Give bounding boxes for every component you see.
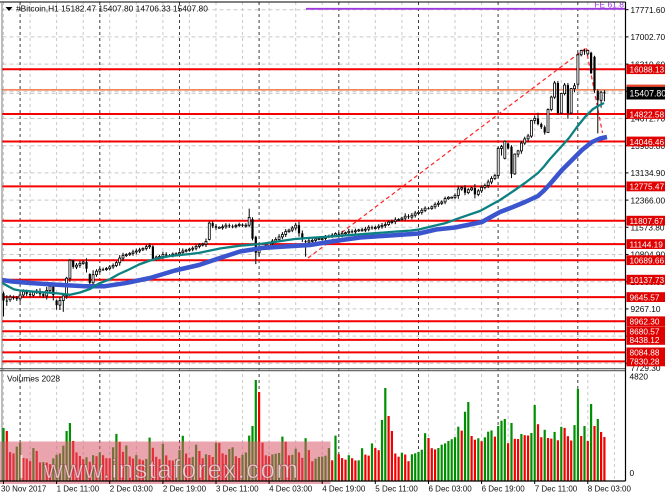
svg-text:12775.47: 12775.47 bbox=[630, 182, 665, 192]
svg-text:Volumes 2028: Volumes 2028 bbox=[7, 374, 60, 384]
svg-text:10137.73: 10137.73 bbox=[630, 275, 665, 285]
svg-text:2 Dec 19:00: 2 Dec 19:00 bbox=[163, 485, 207, 494]
svg-text:6 Dec 19:00: 6 Dec 19:00 bbox=[482, 485, 526, 494]
svg-text:FE 61.8: FE 61.8 bbox=[594, 0, 624, 10]
svg-text:11807.67: 11807.67 bbox=[630, 216, 664, 226]
svg-text:7830.28: 7830.28 bbox=[630, 357, 660, 367]
svg-text:7729.30: 7729.30 bbox=[631, 363, 661, 373]
svg-text:17002.70: 17002.70 bbox=[631, 32, 665, 42]
svg-text:8084.88: 8084.88 bbox=[630, 348, 660, 358]
svg-text:16088.13: 16088.13 bbox=[630, 65, 665, 75]
svg-text:13134.90: 13134.90 bbox=[631, 168, 665, 178]
svg-text:17771.60: 17771.60 bbox=[631, 5, 665, 15]
svg-text:12366.00: 12366.00 bbox=[631, 195, 665, 205]
svg-text:4 Dec 19:00: 4 Dec 19:00 bbox=[322, 485, 366, 494]
svg-text:5 Dec 11:00: 5 Dec 11:00 bbox=[375, 485, 418, 494]
svg-text:10689.66: 10689.66 bbox=[630, 256, 665, 266]
svg-text:10804.90: 10804.90 bbox=[631, 250, 665, 260]
svg-text:4 Dec 03:00: 4 Dec 03:00 bbox=[269, 485, 313, 494]
svg-text:3 Dec 11:00: 3 Dec 11:00 bbox=[216, 485, 259, 494]
svg-text:www.instaforex.com: www.instaforex.com bbox=[43, 454, 298, 484]
svg-text:4820: 4820 bbox=[630, 372, 649, 382]
svg-text:14822.58: 14822.58 bbox=[630, 109, 665, 119]
svg-text:14046.46: 14046.46 bbox=[630, 137, 665, 147]
svg-text:6 Dec 03:00: 6 Dec 03:00 bbox=[429, 485, 473, 494]
svg-text:7 Dec 11:00: 7 Dec 11:00 bbox=[535, 485, 578, 494]
svg-text:0: 0 bbox=[630, 468, 635, 478]
svg-text:1 Dec 11:00: 1 Dec 11:00 bbox=[57, 485, 100, 494]
svg-text:2 Dec 03:00: 2 Dec 03:00 bbox=[110, 485, 154, 494]
svg-text:8962.30: 8962.30 bbox=[630, 317, 660, 327]
svg-text:15407.80: 15407.80 bbox=[630, 89, 665, 99]
svg-text:9645.57: 9645.57 bbox=[630, 292, 660, 302]
svg-text:#Bitcoin,H1 15182.47 15407.80: #Bitcoin,H1 15182.47 15407.80 14706.33 1… bbox=[16, 4, 208, 14]
svg-text:8680.57: 8680.57 bbox=[630, 327, 660, 337]
svg-text:11144.19: 11144.19 bbox=[630, 239, 664, 249]
svg-text:11573.80: 11573.80 bbox=[631, 223, 665, 233]
svg-text:30 Nov 2017: 30 Nov 2017 bbox=[1, 485, 47, 494]
svg-text:8 Dec 03:00: 8 Dec 03:00 bbox=[588, 485, 632, 494]
svg-text:8438.12: 8438.12 bbox=[630, 335, 660, 345]
svg-text:9267.10: 9267.10 bbox=[631, 304, 661, 314]
